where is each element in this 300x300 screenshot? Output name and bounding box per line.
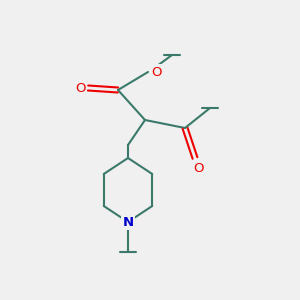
Text: O: O xyxy=(193,161,203,175)
Text: O: O xyxy=(151,65,161,79)
Text: N: N xyxy=(122,215,134,229)
Text: O: O xyxy=(75,82,85,94)
